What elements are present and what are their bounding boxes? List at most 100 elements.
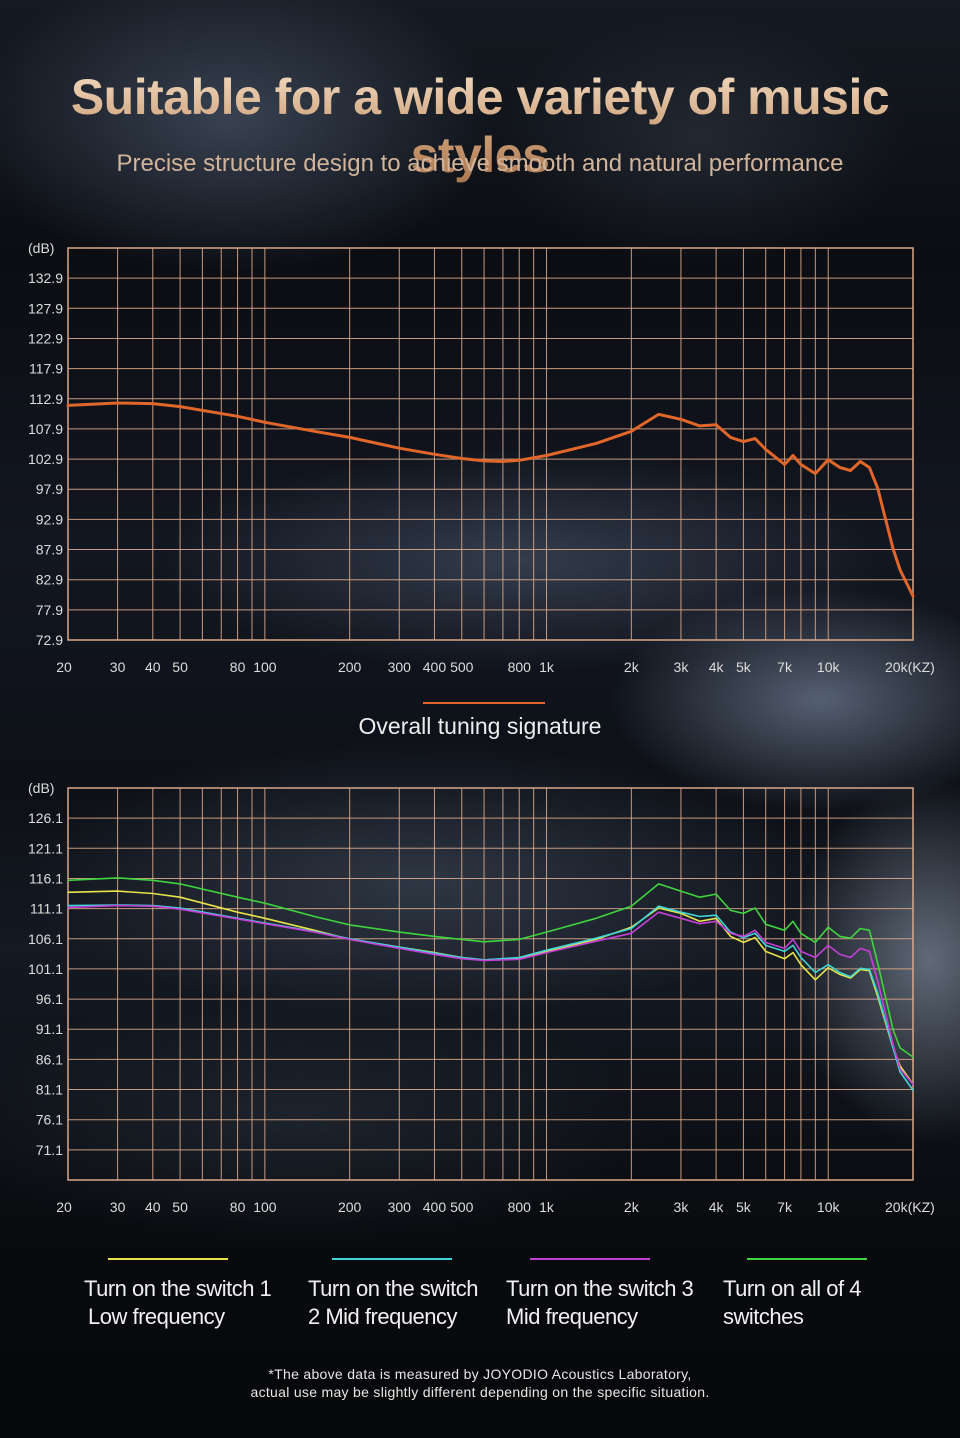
x-tick-label: 5k xyxy=(736,659,752,675)
x-tick-label: 1k xyxy=(539,659,555,675)
x-tick-label: 200 xyxy=(338,1199,362,1215)
x-tick-label: 500 xyxy=(450,659,474,675)
footnote: *The above data is measured by JOYODIO A… xyxy=(0,1365,960,1401)
y-tick-label: 112.9 xyxy=(29,391,63,407)
x-tick-label: 10k xyxy=(817,659,841,675)
y-tick-label: 92.9 xyxy=(36,511,63,527)
y-tick-label: 96.1 xyxy=(36,991,63,1007)
x-tick-label: 7k xyxy=(777,1199,793,1215)
legend-label-line1: Turn on the switch 3 xyxy=(506,1276,694,1301)
x-tick-label: 100 xyxy=(253,1199,277,1215)
y-tick-label: 82.9 xyxy=(36,572,63,588)
y-tick-label: 71.1 xyxy=(36,1142,63,1158)
y-tick-label: 116.1 xyxy=(29,870,63,886)
x-tick-label: 4k xyxy=(709,1199,725,1215)
page-subtitle: Precise structure design to achieve smoo… xyxy=(116,150,844,177)
section-divider xyxy=(423,702,545,704)
x-tick-label: 2k xyxy=(624,1199,640,1215)
y-tick-label: 86.1 xyxy=(36,1051,63,1067)
legend-item-all-switches: Turn on all of 4 switches xyxy=(723,1258,867,1331)
x-tick-label: 40 xyxy=(145,659,161,675)
legend-label-line1: Turn on all of 4 xyxy=(723,1276,861,1301)
y-tick-label: 72.9 xyxy=(36,632,63,648)
y-tick-label: 102.9 xyxy=(28,451,63,467)
legend-label-switch-3: Turn on the switch 3 Mid frequency xyxy=(506,1275,694,1331)
legend-label-switch-2: Turn on the switch 2 Mid frequency xyxy=(308,1275,478,1331)
legend-label-line2: switches xyxy=(723,1304,804,1329)
y-axis-label: (dB) xyxy=(28,240,54,256)
legend-label-line2: 2 Mid frequency xyxy=(308,1304,458,1329)
y-tick-label: 97.9 xyxy=(36,481,63,497)
y-tick-label: 122.9 xyxy=(28,330,63,346)
legend-label-all-switches: Turn on all of 4 switches xyxy=(723,1275,867,1331)
x-tick-label: 3k xyxy=(674,659,690,675)
x-tick-label: 20 xyxy=(56,659,72,675)
x-tick-label: 300 xyxy=(388,659,412,675)
x-tick-label: 10k xyxy=(817,1199,841,1215)
y-tick-label: 127.9 xyxy=(28,300,63,316)
y-axis-label: (dB) xyxy=(28,780,54,796)
x-tick-label: 40 xyxy=(145,1199,161,1215)
series-line-3 xyxy=(67,904,914,1085)
y-tick-label: 121.1 xyxy=(28,840,63,856)
legend-item-switch-2: Turn on the switch 2 Mid frequency xyxy=(308,1258,478,1331)
legend-swatch-switch-1 xyxy=(108,1258,228,1260)
y-tick-label: 101.1 xyxy=(28,961,63,977)
y-tick-label: 106.1 xyxy=(28,931,63,947)
series-line-4 xyxy=(67,877,914,1058)
y-tick-label: 81.1 xyxy=(36,1082,63,1098)
y-tick-label: 132.9 xyxy=(28,270,63,286)
x-tick-label: 800 xyxy=(508,659,532,675)
footnote-line2: actual use may be slightly different dep… xyxy=(250,1384,710,1400)
x-tick-label: 100 xyxy=(253,659,277,675)
x-tick-label: 50 xyxy=(172,659,188,675)
x-tick-label: 500 xyxy=(450,1199,474,1215)
legend-label-line1: Turn on the switch xyxy=(308,1276,478,1301)
x-tick-label: 80 xyxy=(230,1199,246,1215)
x-tick-label: 200 xyxy=(338,659,362,675)
frequency-response-chart-overall: (dB) 72.9 77.9 82.9 87.9 92.9 97.9 102.9 107.9 11… xyxy=(28,240,935,675)
x-tick-label: 800 xyxy=(508,1199,532,1215)
y-tick-label: 87.9 xyxy=(36,542,63,558)
legend-item-switch-1: Turn on the switch 1 Low frequency xyxy=(84,1258,272,1331)
legend-label-line2: Mid frequency xyxy=(506,1304,638,1329)
legend-label-line2: Low frequency xyxy=(88,1304,225,1329)
legend-swatch-switch-3 xyxy=(530,1258,650,1260)
x-tick-label: 300 xyxy=(388,1199,412,1215)
page-title: Suitable for a wide variety of music sty… xyxy=(0,68,960,184)
x-tick-label: 20k(KZ) xyxy=(885,659,935,675)
y-tick-label: 117.9 xyxy=(29,361,63,377)
series-line-1 xyxy=(66,401,915,598)
x-tick-label: 30 xyxy=(110,1199,126,1215)
x-tick-label: 50 xyxy=(172,1199,188,1215)
x-tick-label: 400 xyxy=(423,1199,447,1215)
x-tick-label: 20 xyxy=(56,1199,72,1215)
legend-swatch-switch-2 xyxy=(332,1258,452,1260)
y-tick-label: 91.1 xyxy=(36,1021,63,1037)
section-title: Overall tuning signature xyxy=(358,713,602,739)
x-tick-label: 1k xyxy=(539,1199,555,1215)
plot-frame xyxy=(67,247,914,641)
series-line-2 xyxy=(67,904,914,1091)
y-tick-label: 76.1 xyxy=(36,1112,63,1128)
x-tick-label: 30 xyxy=(110,659,126,675)
legend-swatch-all-switches xyxy=(747,1258,867,1260)
frequency-response-chart-switches: (dB) 71.1 76.1 81.1 86.1 91.1 96.1 101.1 106.1 11… xyxy=(28,780,935,1215)
y-tick-label: 77.9 xyxy=(36,602,63,618)
footnote-line1: *The above data is measured by JOYODIO A… xyxy=(268,1366,692,1382)
series-line-1 xyxy=(67,890,914,1085)
y-tick-label: 107.9 xyxy=(28,421,63,437)
x-tick-label: 400 xyxy=(423,659,447,675)
x-tick-label: 80 xyxy=(230,659,246,675)
y-tick-label: 111.1 xyxy=(30,901,63,917)
legend-item-switch-3: Turn on the switch 3 Mid frequency xyxy=(506,1258,694,1331)
legend-label-line1: Turn on the switch 1 xyxy=(84,1276,272,1301)
plot-frame xyxy=(67,787,914,1181)
y-tick-label: 126.1 xyxy=(28,810,63,826)
x-tick-label: 20k(KZ) xyxy=(885,1199,935,1215)
x-tick-label: 2k xyxy=(624,659,640,675)
legend-label-switch-1: Turn on the switch 1 Low frequency xyxy=(84,1275,272,1331)
x-tick-label: 4k xyxy=(709,659,725,675)
x-tick-label: 7k xyxy=(777,659,793,675)
